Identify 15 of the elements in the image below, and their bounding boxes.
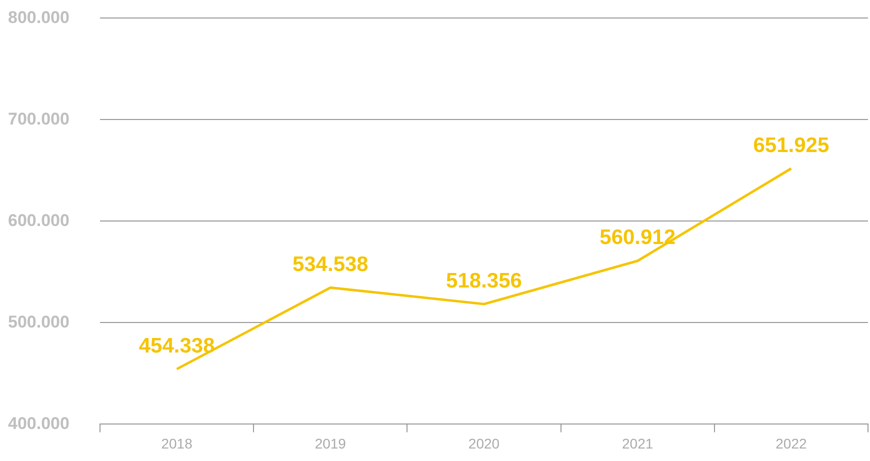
data-label: 518.356 (446, 269, 522, 292)
y-tick-label: 400.000 (8, 414, 70, 433)
x-tick-label: 2019 (314, 435, 346, 452)
data-label: 534.538 (292, 252, 369, 276)
y-tick-label: 500.000 (8, 312, 70, 332)
x-tick-label: 2020 (468, 435, 500, 452)
data-label: 454.338 (138, 334, 216, 358)
x-tick-label: 2021 (622, 435, 654, 452)
y-tick-label: 600.000 (8, 210, 70, 230)
x-tick-label: 2022 (776, 435, 807, 452)
y-tick-label: 700.000 (8, 109, 70, 128)
x-tick-label: 2018 (161, 435, 193, 452)
data-label: 560.912 (600, 226, 676, 250)
y-tick-label: 800.000 (8, 8, 70, 27)
data-label: 651.925 (753, 134, 830, 157)
